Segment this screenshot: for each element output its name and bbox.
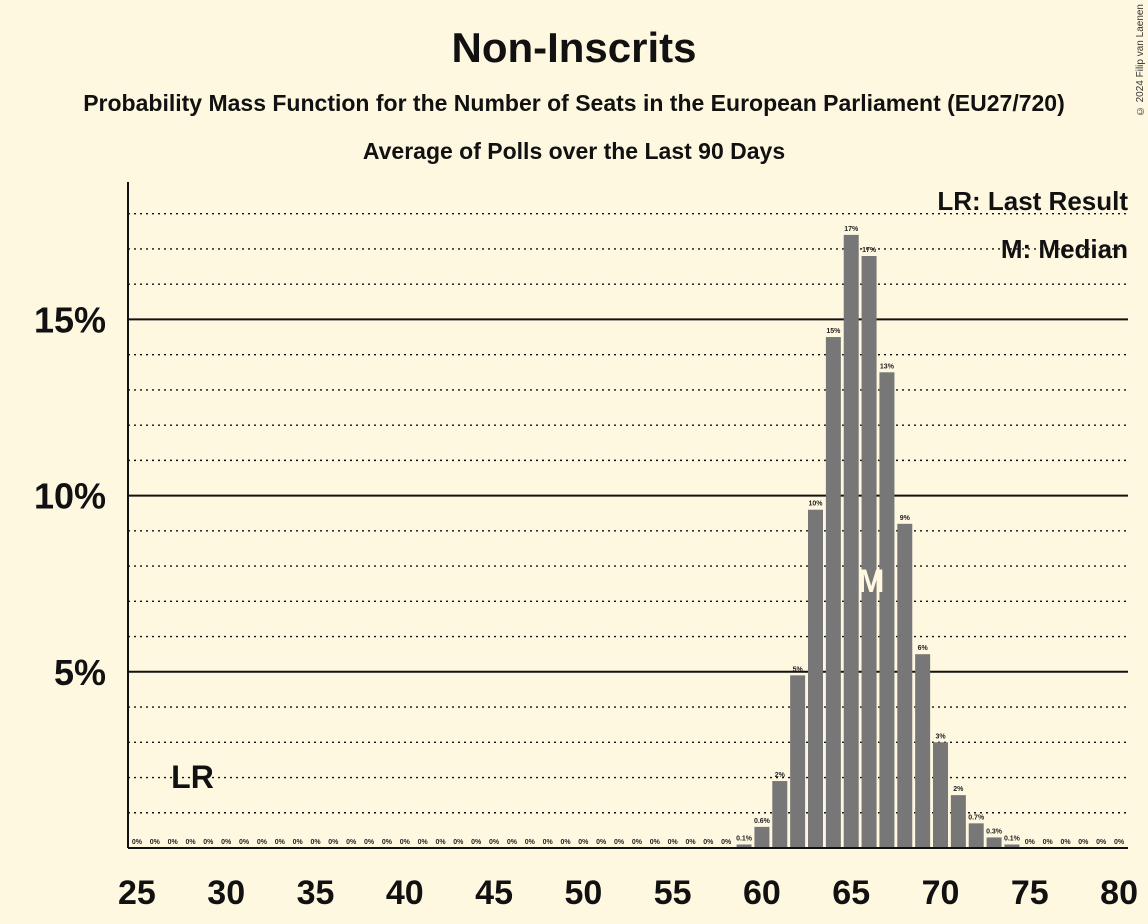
bar-label: 0% bbox=[203, 839, 214, 846]
grid-lines bbox=[128, 213, 1128, 814]
bar bbox=[933, 742, 948, 848]
bar-label: 0% bbox=[489, 839, 500, 846]
bar-label: 0% bbox=[578, 839, 589, 846]
axes bbox=[127, 182, 1128, 849]
bar-label: 0% bbox=[1043, 839, 1054, 846]
x-tick-label: 75 bbox=[1011, 874, 1049, 912]
bar-label: 0% bbox=[596, 839, 607, 846]
bar-label: 0% bbox=[346, 839, 357, 846]
bar bbox=[825, 337, 841, 848]
bar-label: 0% bbox=[310, 839, 321, 846]
bar-label: 0% bbox=[132, 839, 143, 846]
x-tick-label: 45 bbox=[475, 874, 513, 912]
bar-label: 0% bbox=[400, 839, 411, 846]
bar bbox=[861, 256, 877, 848]
bars: 0% 0% 0% 0% 0% 0% 0% 0% 0% 0% 0% 0% 0% 0% 0% 0% 0% 0% 0% 0%… bbox=[132, 226, 1125, 848]
bar-label: 0% bbox=[685, 839, 696, 846]
bar bbox=[843, 234, 859, 848]
bar-label: 2% bbox=[953, 786, 964, 793]
bar-label: 0% bbox=[453, 839, 464, 846]
bar-label: 0.7% bbox=[968, 814, 985, 821]
bar bbox=[754, 826, 770, 848]
bar-label: 0% bbox=[1025, 839, 1036, 846]
bar-label: 6% bbox=[918, 645, 929, 652]
bar-label: 0% bbox=[560, 839, 571, 846]
bar-label: 0% bbox=[471, 839, 482, 846]
bar-label: 0% bbox=[257, 839, 268, 846]
bar bbox=[879, 372, 895, 848]
bar-label: 3% bbox=[935, 733, 946, 740]
bar-label: 0% bbox=[1078, 839, 1089, 846]
y-tick-label: 15% bbox=[34, 299, 106, 340]
bar-label: 0% bbox=[364, 839, 375, 846]
bar-label: 0% bbox=[418, 839, 429, 846]
bar-label: 17% bbox=[844, 226, 859, 233]
bar bbox=[897, 523, 913, 848]
chart-subtitle-period: Average of Polls over the Last 90 Days bbox=[362, 138, 786, 164]
legend-last-result: LR: Last Result bbox=[937, 186, 1128, 216]
bar-label: 0% bbox=[150, 839, 161, 846]
x-tick-label: 25 bbox=[118, 874, 156, 912]
x-tick-label: 30 bbox=[207, 874, 245, 912]
bar-label: 0% bbox=[507, 839, 518, 846]
bar-label: 0% bbox=[1060, 839, 1071, 846]
bar-label: 13% bbox=[880, 363, 895, 370]
bar bbox=[808, 509, 823, 848]
bar bbox=[986, 837, 1002, 848]
last-result-marker: LR bbox=[171, 759, 214, 795]
bar-label: 0% bbox=[185, 839, 196, 846]
x-tick-label: 65 bbox=[832, 874, 870, 912]
bar bbox=[915, 654, 931, 848]
bar-label: 0.3% bbox=[986, 828, 1003, 835]
bar-label: 0% bbox=[239, 839, 250, 846]
x-tick-label: 55 bbox=[654, 874, 692, 912]
bar-label: 0% bbox=[435, 839, 446, 846]
tick-labels: 5% 10% 15% 25 30 35 40 45 50 55 60 65 70 75 80 LR M bbox=[34, 299, 1138, 912]
y-tick-label: 5% bbox=[54, 652, 106, 693]
x-tick-label: 40 bbox=[386, 874, 424, 912]
bar-label: 0% bbox=[525, 839, 536, 846]
bar-label: 17% bbox=[862, 247, 877, 254]
bar-label: 0% bbox=[382, 839, 393, 846]
bar bbox=[968, 823, 984, 848]
bar bbox=[772, 781, 788, 848]
bar-label: 0% bbox=[650, 839, 661, 846]
bar-label: 0.6% bbox=[754, 818, 771, 825]
bar-label: 2% bbox=[775, 772, 786, 779]
bar-label: 0% bbox=[293, 839, 304, 846]
bar-label: 0.1% bbox=[1004, 835, 1021, 842]
median-marker: M bbox=[858, 563, 885, 599]
chart-subtitle: Probability Mass Function for the Number… bbox=[83, 90, 1065, 116]
x-tick-label: 35 bbox=[297, 874, 335, 912]
y-tick-label: 10% bbox=[34, 476, 106, 517]
bar-label: 0% bbox=[275, 839, 286, 846]
bar bbox=[790, 675, 806, 848]
bar-label: 0% bbox=[1114, 839, 1125, 846]
x-tick-label: 50 bbox=[564, 874, 602, 912]
bar-label: 0% bbox=[168, 839, 179, 846]
bar-label: 5% bbox=[793, 666, 804, 673]
bar-label: 0.1% bbox=[736, 835, 753, 842]
bar-label: 0% bbox=[543, 839, 554, 846]
bar bbox=[1004, 844, 1020, 848]
bar-label: 0% bbox=[1096, 839, 1107, 846]
chart-title: Non-Inscrits bbox=[451, 24, 697, 71]
bar-label: 0% bbox=[668, 839, 679, 846]
x-tick-label: 70 bbox=[922, 874, 960, 912]
bar bbox=[950, 795, 966, 848]
bar-label: 0% bbox=[703, 839, 714, 846]
x-tick-label: 60 bbox=[743, 874, 781, 912]
bar-label: 0% bbox=[328, 839, 339, 846]
bar-label: 10% bbox=[808, 501, 823, 508]
legend-median: M: Median bbox=[1001, 234, 1128, 264]
bar-label: 0% bbox=[221, 839, 232, 846]
bar bbox=[736, 844, 752, 848]
bar-label: 0% bbox=[614, 839, 625, 846]
bar-label: 0% bbox=[721, 839, 732, 846]
bar-label: 9% bbox=[900, 515, 911, 522]
bar-label: 0% bbox=[632, 839, 643, 846]
x-tick-label: 80 bbox=[1100, 874, 1138, 912]
bar-label: 15% bbox=[826, 328, 841, 335]
